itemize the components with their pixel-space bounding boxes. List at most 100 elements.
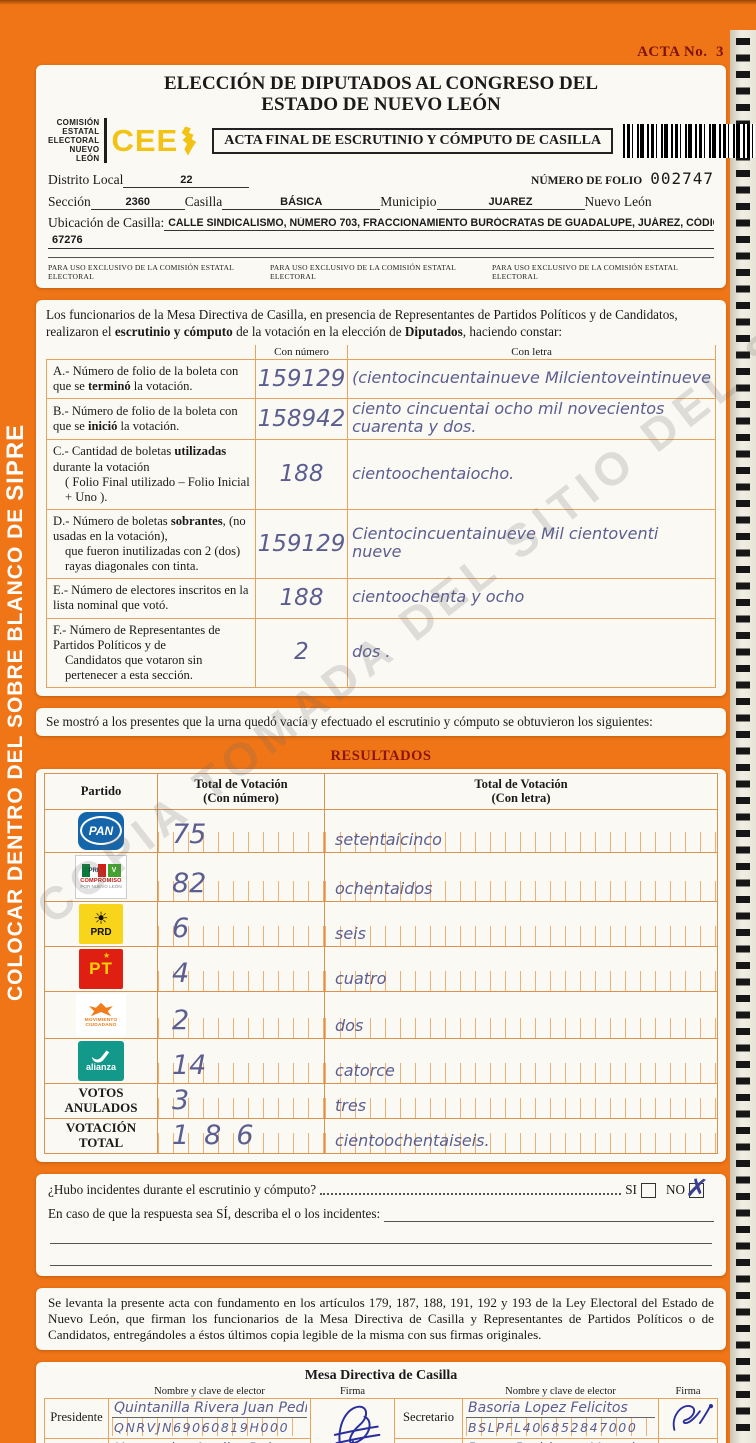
mc-votes-letra: dos (335, 1015, 364, 1035)
page-title: ELECCIÓN DE DIPUTADOS AL CONGRESO DEL ES… (48, 73, 714, 116)
presidente-firma (310, 1397, 395, 1443)
result-row-pri: PRI V COMPROMISO POR NUEVO LEÓN 82 ochent… (44, 851, 718, 902)
value-e-letra: cientoochenta y ocho (352, 587, 525, 607)
distrito-label: Distrito Local (48, 172, 124, 188)
pt-votes-num: 4 (172, 957, 190, 989)
seccion-value: 2360 (90, 196, 185, 211)
scrutiny-table: Con número Con letra A.- Número de folio… (46, 345, 716, 689)
alianza-votes-letra: catorce (335, 1060, 395, 1080)
acta-label: ACTA No. (637, 44, 708, 60)
movimiento-ciudadano-logo-icon: MOVIMIENTO CIUDADANO (76, 993, 126, 1036)
result-row-alianza: alianza 14 catorce (44, 1037, 718, 1084)
dotted-leader (320, 1183, 622, 1195)
value-d-letra: Cientocincuentainueve Mil cientoventi nu… (352, 524, 659, 562)
incidents-question: ¿Hubo incidentes durante el escrutinio y… (48, 1181, 317, 1197)
role-secretario: Secretario (394, 1397, 463, 1440)
no-label: NO (665, 1181, 685, 1197)
escrutador1-name: Hernandez Aguilar Ruben (112, 1441, 307, 1443)
barcode (623, 123, 756, 158)
incidents-desc-label: En caso de que la respuesta sea SÍ, desc… (48, 1205, 381, 1221)
ubicacion-label: Ubicación de Casilla: (48, 215, 165, 231)
pan-logo-icon: PAN (78, 811, 124, 850)
acta-subtitle-box: ACTA FINAL DE ESCRUTINIO Y CÓMPUTO DE CA… (212, 127, 614, 154)
col-nombre-clave: Nombre y clave de elector (505, 1385, 616, 1397)
result-row-prd: ☀ PRD 6 seis (44, 900, 718, 947)
ubicacion-value-2: 67276 (48, 232, 714, 250)
write-in-line (384, 1209, 714, 1222)
prd-logo-icon: ☀ PRD (79, 903, 123, 944)
table-row-d: D.- Número de boletas sobrantes, (no usa… (46, 508, 716, 580)
scrutiny-intro: Los funcionarios de la Mesa Directiva de… (46, 307, 678, 340)
col-con-letra: Con letra (347, 345, 716, 361)
write-in-line (50, 1222, 712, 1244)
value-c-letra: cientoochentaiocho. (352, 463, 515, 483)
cee-logo: CEE (111, 124, 198, 158)
result-row-mc: MOVIMIENTO CIUDADANO 2 dos (44, 990, 718, 1039)
result-row-pan: PAN 75 setentaicinco (44, 808, 718, 853)
folio-label: NÚMERO DE FOLIO (531, 175, 643, 188)
total-votes-letra: cientoochentaiseis. (335, 1130, 490, 1150)
col-nombre-clave: Nombre y clave de elector (154, 1385, 265, 1397)
value-c-num: 188 (279, 461, 324, 488)
votos-anulados-label: VOTOS ANULADOS (44, 1082, 158, 1119)
col-firma: Firma (339, 1385, 366, 1397)
cee-acronym: CEE (111, 123, 179, 158)
folio: NÚMERO DE FOLIO 002747 (531, 169, 714, 188)
eagle-icon (89, 1002, 113, 1016)
municipio-label: Municipio (380, 194, 437, 210)
secretario-name: Basoria Lopez Felicitos (466, 1400, 655, 1419)
seccion-label: Sección (48, 194, 91, 210)
legal-paragraph: Se levanta la presente acta con fundamen… (36, 1287, 726, 1350)
si-label: SI (625, 1181, 637, 1197)
col-con-numero: Con número (254, 345, 349, 361)
pt-logo-icon: ★ PT (79, 948, 123, 989)
no-checkbox-mark: ✗ (684, 1172, 710, 1206)
municipio-value: JUAREZ (436, 196, 585, 211)
results-card: Partido Total de Votación (Con número) To… (36, 769, 726, 1162)
role-escrutador-1: 1er Escrutador (44, 1438, 109, 1443)
value-a-num: 159129 (257, 365, 346, 392)
scrutiny-card: Los funcionarios de la Mesa Directiva de… (36, 300, 726, 696)
acta-number-line: ACTA No. 3 (36, 44, 726, 61)
anulados-votes-letra: tres (335, 1095, 367, 1115)
mesa-table: Nombre y clave de elector Firma Nombre y… (44, 1385, 721, 1443)
value-a-letra: (cientocincuentainueve Milcientoveintinu… (352, 368, 711, 388)
title-line-1: ELECCIÓN DE DIPUTADOS AL CONGRESO DEL (163, 73, 599, 94)
alianza-votes-num: 14 (172, 1049, 207, 1081)
distrito-value: 22 (123, 174, 250, 189)
casilla-value: BÁSICA (222, 196, 381, 211)
incidents-card: ¿Hubo incidentes durante el escrutinio y… (36, 1172, 726, 1276)
col-partido: Partido (44, 773, 158, 810)
pri-votes-num: 82 (172, 867, 207, 899)
signature-scribble (333, 1405, 380, 1443)
ubicacion-value: CALLE SINDICALISMO, NÚMERO 703, FRACCION… (164, 217, 714, 232)
nuevo-leon-shape-icon (181, 125, 197, 156)
escrutador2-firma: Veronica RRdz (658, 1438, 721, 1443)
results-table: Partido Total de Votación (Con número) To… (44, 773, 718, 1154)
mesa-directiva-card: Mesa Directiva de Casilla Nombre y clave… (36, 1361, 726, 1443)
value-d-num: 159129 (257, 530, 346, 557)
cee-org-name: COMISIÓN ESTATAL ELECTORAL NUEVO LEÓN (48, 117, 108, 164)
result-row-pt: ★ PT 4 cuatro (44, 945, 718, 992)
anulados-votes-num: 3 (172, 1084, 190, 1116)
estado-label: Nuevo León (584, 194, 652, 210)
table-row-f: F.- Número de Representantes de Partidos… (46, 617, 716, 689)
mesa-title: Mesa Directiva de Casilla (304, 1367, 458, 1383)
pt-votes-letra: cuatro (335, 968, 387, 988)
nueva-alianza-logo-icon: alianza (78, 1040, 124, 1081)
value-b-letra: ciento cincuentai ocho mil novecientos c… (352, 399, 665, 437)
col-total-letra: Total de Votación (Con letra) (324, 773, 718, 810)
votacion-total-label: VOTACIÓN TOTAL (44, 1117, 158, 1154)
table-row-b: B.- Número de folio de la boleta con que… (46, 398, 716, 441)
pri-votes-letra: ochentaidos (335, 878, 433, 898)
mc-votes-num: 2 (172, 1004, 190, 1036)
secretario-firma (658, 1397, 718, 1440)
header-card: ELECCIÓN DE DIPUTADOS AL CONGRESO DEL ES… (36, 65, 756, 289)
spiral-binding (730, 30, 756, 1443)
value-f-letra: dos . (352, 641, 391, 661)
si-checkbox (640, 1182, 656, 1198)
secretario-clave: BSLPFL406852847000 (466, 1418, 655, 1437)
total-votes-num: 186 (172, 1119, 269, 1151)
